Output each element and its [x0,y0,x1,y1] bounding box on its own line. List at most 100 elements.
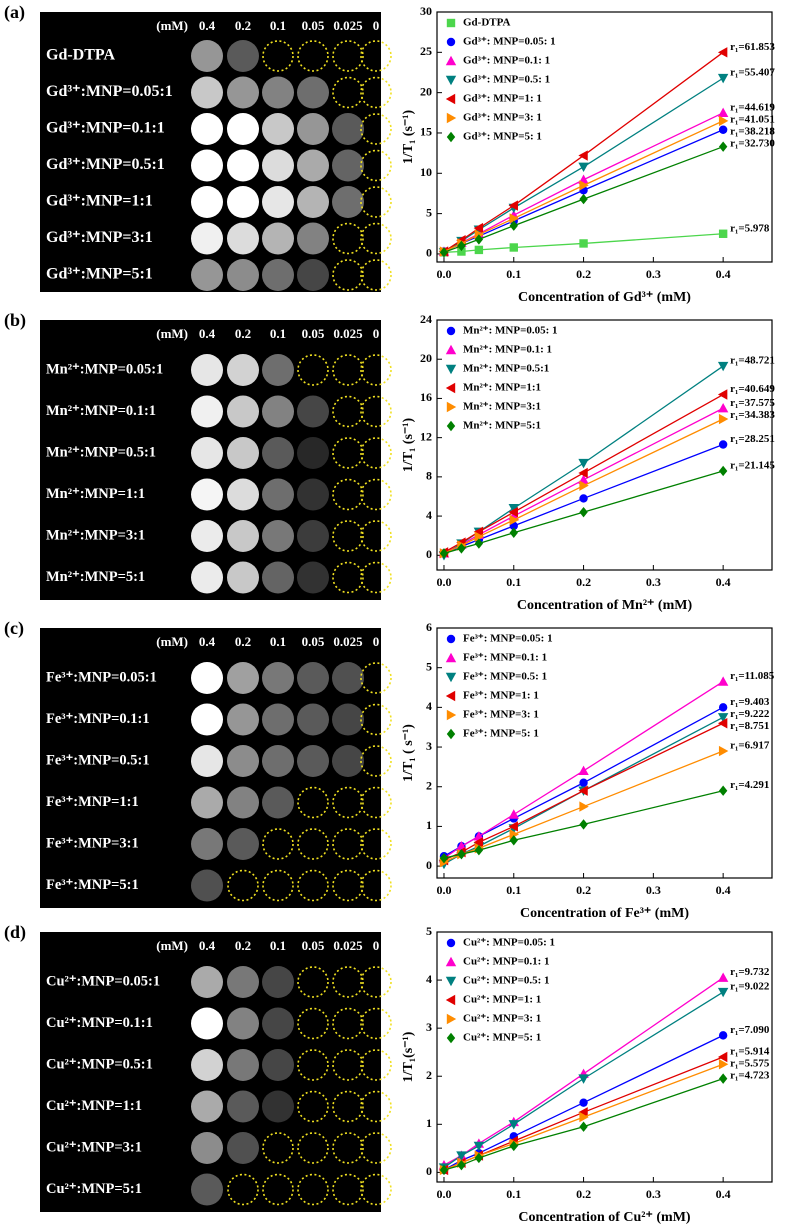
column-label: 0.1 [270,326,286,341]
marker [446,94,455,104]
marker [718,676,728,685]
legend-label: Cu²⁺: MNP=0.1: 1 [463,956,550,968]
marker [718,362,728,371]
phantom-well [227,520,259,552]
row-label: Cu²⁺:MNP=5:1 [46,1181,142,1197]
marker [718,74,728,83]
phantom-well [191,828,223,860]
phantom-well [262,223,294,255]
phantom-well [227,186,259,218]
marker [447,402,456,412]
phantom-well [191,704,223,736]
legend-label: Cu²⁺: MNP=3: 1 [463,1013,541,1025]
marker [578,766,588,775]
marker [447,327,455,335]
slope-label: r₁=5.914 [730,1046,770,1058]
slope-label: r₁=40.649 [730,383,775,395]
phantom-well [262,77,294,109]
slope-label: r₁=61.853 [730,41,775,53]
legend-label: Mn²⁺: MNP=0.1: 1 [463,344,552,356]
phantom-well [191,354,223,386]
marker [447,113,456,123]
phantom-well [191,870,223,902]
phantom-well [332,150,364,182]
slope-label: r₁=41.051 [730,113,775,125]
phantom-well [297,77,329,109]
marker [719,230,727,238]
phantom-well [262,479,294,511]
marker [446,653,456,662]
marker [718,972,728,981]
marker [719,116,728,126]
y-tick-label: 24 [420,312,432,326]
row-label: Mn²⁺:MNP=5:1 [46,569,145,585]
phantom-well [262,396,294,428]
phantom-well [332,662,364,694]
slope-label: r₁=11.085 [730,670,775,682]
marker [446,365,456,374]
row-label: Fe³⁺:MNP=1:1 [46,794,139,810]
phantom-well [191,1132,223,1164]
phantom-well [227,1091,259,1123]
phantom-well [262,562,294,594]
slope-label: r₁=8.751 [730,720,769,732]
slope-label: r₁=4.291 [730,779,769,791]
row-label: Mn²⁺:MNP=1:1 [46,486,145,502]
phantom-well [297,704,329,736]
x-tick-label: 0.0 [436,267,451,281]
unit-label: (mM) [156,18,188,33]
y-tick-label: 5 [426,924,432,938]
y-tick-label: 1 [426,1116,432,1130]
row-label: Mn²⁺:MNP=0.05:1 [46,361,163,377]
marker [447,635,455,643]
row-label: Gd³⁺:MNP=0.1:1 [46,120,165,137]
x-axis-label: Concentration of Mn²⁺ (mM) [517,598,693,613]
phantom-well [297,259,329,291]
marker [446,691,455,701]
panel-letter: (a) [4,2,25,23]
slope-label: r₁=5.575 [730,1058,770,1070]
phantom-well [191,77,223,109]
column-label: 0.025 [333,326,363,341]
phantom-well [262,662,294,694]
row-label: Gd³⁺:MNP=0.05:1 [46,83,173,100]
y-tick-label: 10 [420,165,432,179]
legend-label: Fe³⁺: MNP=1: 1 [463,690,539,702]
row-label: Mn²⁺:MNP=3:1 [46,527,145,543]
marker [446,56,456,65]
marker [446,673,456,682]
marker [447,38,455,46]
x-tick-label: 0.0 [436,883,451,897]
slope-label: r₁=44.619 [730,101,775,113]
column-label: 0.4 [199,938,216,953]
phantom-well [262,1049,294,1081]
marker [578,163,588,172]
phantom-well [227,223,259,255]
slope-label: r₁=48.721 [730,355,775,367]
column-label: 0 [373,938,380,953]
marker [719,746,728,756]
column-label: 0 [373,326,380,341]
marker [579,494,587,502]
marker [510,528,518,538]
slope-label: r₁=28.251 [730,433,775,445]
row-label: Gd³⁺:MNP=0.5:1 [46,156,165,173]
marker [579,507,587,517]
y-tick-label: 6 [426,620,432,634]
y-tick-label: 15 [420,125,432,139]
marker [578,459,588,468]
column-label: 0.1 [270,18,286,33]
y-tick-label: 20 [420,84,432,98]
column-label: 0.05 [302,18,325,33]
phantom-well [191,113,223,145]
phantom-well [191,150,223,182]
marker [719,466,727,476]
x-tick-label: 0.3 [646,267,661,281]
phantom-well [262,150,294,182]
phantom-well [332,186,364,218]
legend-label: Cu²⁺: MNP=1: 1 [463,994,541,1006]
marker [579,194,587,204]
row-label: Cu²⁺:MNP=0.05:1 [46,973,160,989]
slope-label: r₁=9.403 [730,696,770,708]
legend-label: Fe³⁺: MNP=0.5: 1 [463,671,547,683]
